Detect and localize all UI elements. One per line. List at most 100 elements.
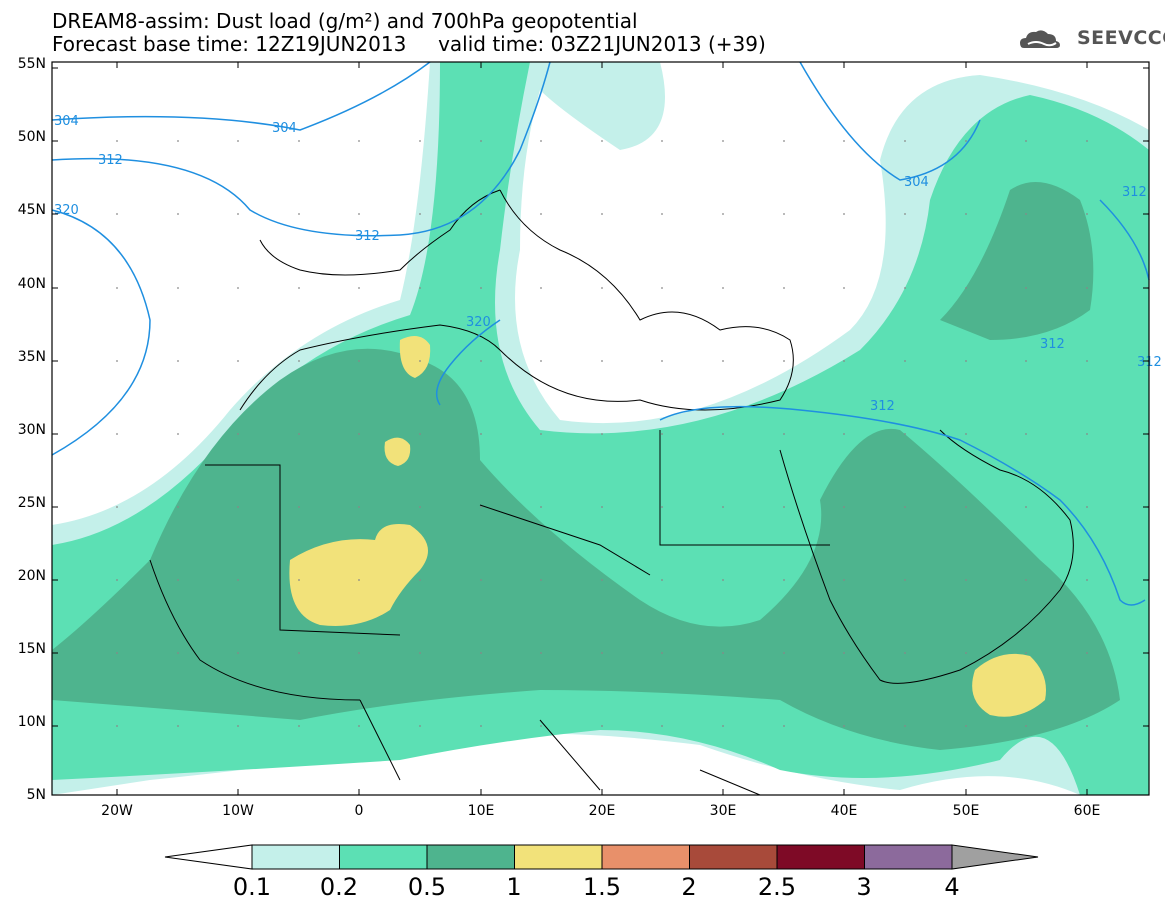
grid-dot — [722, 725, 724, 727]
grid-dot — [601, 360, 603, 362]
grid-dot — [601, 579, 603, 581]
grid-dot — [722, 213, 724, 215]
grid-dot — [237, 579, 239, 581]
grid-dot — [601, 140, 603, 142]
colorbar-label: 2 — [681, 873, 697, 901]
grid-dot — [601, 213, 603, 215]
grid-dot — [722, 360, 724, 362]
grid-dot — [1025, 579, 1027, 581]
grid-dot — [722, 140, 724, 142]
colorbar-swatch — [426, 844, 515, 870]
grid-dot — [298, 579, 300, 581]
grid-dot — [116, 213, 118, 215]
grid-dot — [965, 725, 967, 727]
grid-dot — [661, 652, 663, 654]
colorbar-swatch — [689, 844, 778, 870]
grid-dot — [177, 140, 179, 142]
grid-dot — [298, 652, 300, 654]
grid-dot — [783, 652, 785, 654]
grid-dot — [904, 433, 906, 435]
svg-text:320: 320 — [54, 203, 79, 218]
grid-dot — [965, 140, 967, 142]
grid-dot — [358, 140, 360, 142]
grid-dot — [540, 213, 542, 215]
grid-dot — [1025, 506, 1027, 508]
grid-dot — [1025, 360, 1027, 362]
grid-dot — [177, 579, 179, 581]
grid-dot — [298, 287, 300, 289]
grid-dot — [965, 579, 967, 581]
grid-dot — [540, 506, 542, 508]
grid-dot — [237, 140, 239, 142]
grid-dot — [419, 652, 421, 654]
grid-dot — [358, 433, 360, 435]
grid-dot — [237, 213, 239, 215]
grid-dot — [298, 725, 300, 727]
colorbar-low-arrow — [164, 844, 253, 870]
lon-tick: 40E — [831, 803, 858, 819]
grid-dot — [1086, 213, 1088, 215]
lat-tick: 5N — [27, 787, 46, 803]
grid-dot — [237, 360, 239, 362]
svg-text:312: 312 — [1040, 337, 1065, 352]
geopotential-contours — [51, 61, 1150, 606]
lat-tick: 30N — [18, 422, 46, 438]
grid-dot — [843, 652, 845, 654]
grid-dot — [661, 140, 663, 142]
tick-marks — [52, 62, 1149, 795]
colorbar-label: 0.1 — [232, 873, 272, 901]
grid-dot — [540, 287, 542, 289]
grid-dot — [1086, 287, 1088, 289]
grid-dot — [1086, 360, 1088, 362]
grid-dot — [540, 140, 542, 142]
grid-dots — [116, 140, 1149, 727]
map-title: DREAM8-assim: Dust load (g/m²) and 700hP… — [52, 9, 638, 33]
grid-dot — [722, 506, 724, 508]
grid-dot — [358, 579, 360, 581]
lat-tick: 15N — [18, 641, 46, 657]
svg-text:312: 312 — [98, 153, 123, 168]
grid-dot — [661, 725, 663, 727]
grid-dot — [419, 287, 421, 289]
colorbar-swatch — [251, 844, 340, 870]
lon-tick: 20W — [101, 803, 133, 819]
grid-dot — [1025, 652, 1027, 654]
grid-dot — [177, 213, 179, 215]
logo-text: SEEVCCC — [1077, 27, 1165, 49]
grid-dot — [480, 652, 482, 654]
grid-dot — [540, 360, 542, 362]
grid-dot — [480, 140, 482, 142]
svg-text:320: 320 — [466, 315, 491, 330]
grid-dot — [904, 360, 906, 362]
grid-dot — [904, 725, 906, 727]
grid-dot — [904, 213, 906, 215]
grid-dot — [843, 213, 845, 215]
lon-tick: 20E — [589, 803, 616, 819]
grid-dot — [480, 433, 482, 435]
grid-dot — [1086, 652, 1088, 654]
lon-tick: 0 — [355, 803, 364, 819]
grid-dot — [661, 579, 663, 581]
grid-dot — [1025, 433, 1027, 435]
svg-text:312: 312 — [870, 399, 895, 414]
grid-dot — [480, 725, 482, 727]
grid-dot — [904, 579, 906, 581]
grid-dot — [480, 213, 482, 215]
grid-dot — [661, 287, 663, 289]
grid-dot — [904, 140, 906, 142]
grid-dot — [783, 287, 785, 289]
grid-dot — [601, 433, 603, 435]
colorbar-label: 0.2 — [319, 873, 359, 901]
colorbar-swatch — [339, 844, 428, 870]
grid-dot — [116, 652, 118, 654]
grid-dot — [722, 652, 724, 654]
grid-dot — [237, 433, 239, 435]
map-field — [52, 62, 1149, 795]
grid-dot — [843, 287, 845, 289]
latitude-labels: 55N 50N 45N 40N 35N 30N 25N 20N 15N 10N … — [18, 56, 46, 803]
grid-dot — [298, 213, 300, 215]
grid-dot — [419, 213, 421, 215]
grid-dot — [904, 287, 906, 289]
grid-dot — [843, 725, 845, 727]
grid-dot — [419, 360, 421, 362]
